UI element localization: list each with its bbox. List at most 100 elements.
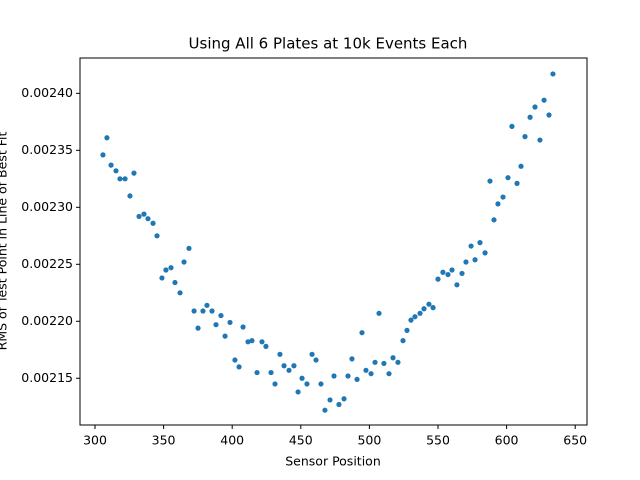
- point: [532, 104, 538, 110]
- point: [440, 269, 446, 275]
- point: [500, 194, 506, 200]
- point: [491, 217, 497, 223]
- point: [136, 213, 142, 220]
- point: [213, 322, 219, 328]
- point: [304, 381, 310, 387]
- point: [168, 265, 174, 271]
- point: [354, 376, 360, 383]
- point: [445, 271, 451, 278]
- point: [159, 275, 165, 281]
- point: [227, 319, 233, 326]
- point: [331, 373, 337, 379]
- y-tick-label: 0.00235: [21, 142, 73, 157]
- point: [186, 245, 192, 251]
- point: [318, 381, 324, 387]
- point: [327, 397, 333, 403]
- point: [404, 327, 410, 334]
- point: [259, 339, 265, 345]
- point: [299, 375, 305, 381]
- point: [113, 168, 119, 174]
- point: [421, 306, 427, 312]
- point: [141, 211, 147, 217]
- point: [386, 371, 392, 377]
- point: [509, 123, 515, 129]
- point: [522, 134, 528, 140]
- point: [459, 270, 465, 277]
- point: [368, 371, 374, 377]
- point: [108, 162, 114, 168]
- y-axis-label: RMS of Test Point in Line of Best Fit: [0, 132, 10, 351]
- y-tick-label: 0.00220: [21, 313, 73, 328]
- point: [449, 267, 455, 273]
- x-tick-label: 350: [152, 433, 176, 448]
- x-tick-label: 300: [83, 433, 107, 448]
- point: [376, 310, 382, 316]
- point: [104, 135, 110, 141]
- point: [150, 220, 156, 226]
- point: [541, 97, 547, 103]
- point: [272, 381, 278, 387]
- point: [309, 351, 315, 357]
- point: [154, 233, 160, 239]
- point: [395, 359, 401, 365]
- point: [408, 317, 414, 323]
- point: [268, 369, 274, 376]
- x-tick-label: 400: [220, 433, 244, 448]
- point: [349, 356, 355, 362]
- point: [277, 351, 283, 357]
- point: [430, 305, 436, 311]
- x-tick-label: 600: [495, 433, 519, 448]
- point: [472, 257, 478, 263]
- point: [477, 240, 483, 246]
- point: [495, 201, 501, 207]
- point: [281, 363, 287, 369]
- x-tick-label: 550: [426, 433, 450, 448]
- x-tick-label: 450: [289, 433, 313, 448]
- point: [514, 180, 520, 186]
- point: [218, 312, 224, 319]
- point: [295, 389, 301, 395]
- point: [359, 330, 365, 336]
- x-axis-label: Sensor Position: [285, 454, 381, 469]
- point: [400, 338, 406, 344]
- point: [417, 310, 423, 316]
- point: [263, 343, 269, 349]
- point: [412, 314, 418, 320]
- point: [100, 152, 106, 158]
- point: [236, 364, 242, 370]
- point: [195, 325, 201, 331]
- axes-frame: [79, 57, 588, 426]
- point: [463, 259, 469, 265]
- x-tick-label: 650: [563, 433, 587, 448]
- y-tick-label: 0.00215: [21, 370, 73, 385]
- point: [240, 324, 246, 330]
- point: [245, 339, 251, 345]
- point: [163, 267, 169, 273]
- point: [381, 360, 387, 367]
- point: [426, 301, 432, 307]
- point: [200, 308, 206, 314]
- point: [181, 259, 187, 265]
- point: [322, 407, 328, 413]
- point: [254, 369, 260, 376]
- point: [487, 178, 493, 184]
- point: [341, 396, 347, 402]
- point: [232, 357, 238, 363]
- y-tick-label: 0.00225: [21, 256, 73, 271]
- point: [345, 373, 351, 379]
- y-tick-label: 0.00240: [21, 85, 73, 100]
- point: [209, 308, 215, 314]
- point: [435, 276, 441, 282]
- point: [454, 282, 460, 288]
- point: [372, 359, 378, 365]
- point: [546, 112, 552, 118]
- point: [191, 308, 197, 314]
- point: [222, 333, 228, 339]
- point: [122, 176, 128, 182]
- point: [527, 114, 533, 120]
- point: [291, 363, 297, 369]
- x-tick-label: 500: [357, 433, 381, 448]
- point: [117, 176, 123, 182]
- point: [482, 250, 488, 256]
